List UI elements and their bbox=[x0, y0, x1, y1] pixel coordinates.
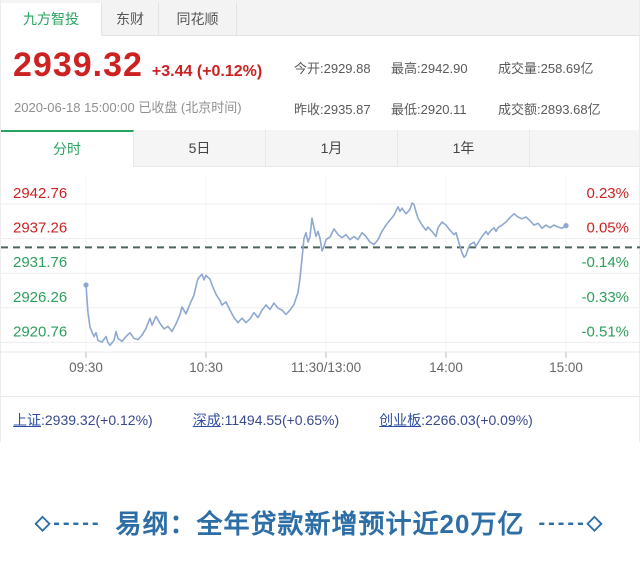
svg-text:10:30: 10:30 bbox=[189, 360, 223, 375]
diamond-dash-icon-right: -----◇ bbox=[538, 512, 606, 534]
stat-low: 最低:2920.11 bbox=[391, 102, 467, 117]
index-name: 创业板 bbox=[379, 411, 422, 428]
svg-text:0.23%: 0.23% bbox=[586, 185, 629, 202]
tab-1month[interactable]: 1月 bbox=[266, 130, 398, 167]
tab-dongcai[interactable]: 东财 bbox=[102, 3, 159, 35]
index-name: 深成 bbox=[192, 411, 221, 428]
index-summary-bar: 上证:2939.32(+0.12%) 深成:11494.55(+0.65%) 创… bbox=[1, 396, 639, 442]
stat-high: 最高:2942.90 bbox=[391, 61, 468, 76]
price-change: +3.44 (+0.12%) bbox=[151, 63, 263, 80]
news-headline-link[interactable]: ◇----- 易纲：全年贷款新增预计近20万亿 -----◇ bbox=[0, 504, 640, 541]
svg-text:11:30/13:00: 11:30/13:00 bbox=[291, 360, 361, 375]
svg-text:2937.26: 2937.26 bbox=[13, 220, 67, 237]
chart-tab-filler bbox=[530, 130, 639, 167]
svg-text:15:00: 15:00 bbox=[549, 360, 583, 375]
svg-text:2931.76: 2931.76 bbox=[13, 254, 67, 271]
current-price: 2939.32 bbox=[13, 46, 143, 84]
stat-prev-close: 昨收:2935.87 bbox=[294, 102, 371, 117]
index-link-chinext[interactable]: 创业板:2266.03(+0.09%) bbox=[379, 410, 533, 430]
svg-text:-0.14%: -0.14% bbox=[581, 254, 629, 271]
intraday-line-chart[interactable]: 09:30 10:30 11:30/13:00 14:00 15:00 2942.76 29… bbox=[1, 167, 640, 378]
index-value: :2939.32(+0.12%) bbox=[41, 411, 153, 428]
headline-title: 易纲：全年贷款新增预计近20万亿 bbox=[115, 509, 525, 539]
svg-text:2920.76: 2920.76 bbox=[13, 323, 67, 340]
svg-text:14:00: 14:00 bbox=[429, 360, 463, 375]
index-value: :11494.55(+0.65%) bbox=[220, 411, 340, 428]
diamond-dash-icon-left: ◇----- bbox=[34, 512, 102, 534]
index-value: :2266.03(+0.09%) bbox=[421, 411, 533, 428]
index-link-shenzhen[interactable]: 深成:11494.55(+0.65%) bbox=[193, 410, 339, 430]
svg-text:2942.76: 2942.76 bbox=[13, 185, 67, 202]
index-name: 上证 bbox=[13, 411, 41, 428]
tab-jiufangzhitou[interactable]: 九方智投 bbox=[1, 3, 102, 36]
stat-volume: 成交量:258.69亿 bbox=[498, 61, 594, 76]
quote-timestamp: 2020-06-18 15:00:00 已收盘 (北京时间) bbox=[14, 100, 242, 115]
source-tab-bar: 九方智投 东财 同花顺 bbox=[1, 0, 639, 36]
tab-intraday[interactable]: 分时 bbox=[1, 130, 134, 167]
tab-bar-filler bbox=[237, 3, 639, 35]
quote-stats: 今开:2929.88 最高:2942.90 成交量:258.69亿 昨收:293… bbox=[294, 58, 601, 118]
stock-quote-widget: 九方智投 东财 同花顺 2939.32 +3.44 (+0.12%) 2020-… bbox=[0, 0, 640, 442]
svg-text:-0.33%: -0.33% bbox=[581, 289, 629, 306]
svg-text:2926.26: 2926.26 bbox=[13, 289, 67, 306]
price-row: 2939.32 +3.44 (+0.12%) bbox=[13, 48, 262, 82]
svg-text:0.05%: 0.05% bbox=[586, 220, 629, 237]
svg-text:-0.51%: -0.51% bbox=[581, 323, 629, 340]
chart-period-tab-bar: 分时 5日 1月 1年 bbox=[1, 130, 639, 167]
stat-open: 今开:2929.88 bbox=[294, 61, 371, 76]
index-link-shanghai[interactable]: 上证:2939.32(+0.12%) bbox=[13, 410, 153, 430]
quote-panel: 2939.32 +3.44 (+0.12%) 2020-06-18 15:00:… bbox=[1, 36, 639, 130]
tab-tonghuashun[interactable]: 同花顺 bbox=[159, 3, 237, 35]
stat-turnover: 成交额:2893.68亿 bbox=[498, 102, 601, 117]
tab-1year[interactable]: 1年 bbox=[398, 130, 530, 167]
tab-5day[interactable]: 5日 bbox=[134, 130, 266, 167]
svg-text:09:30: 09:30 bbox=[69, 360, 103, 375]
